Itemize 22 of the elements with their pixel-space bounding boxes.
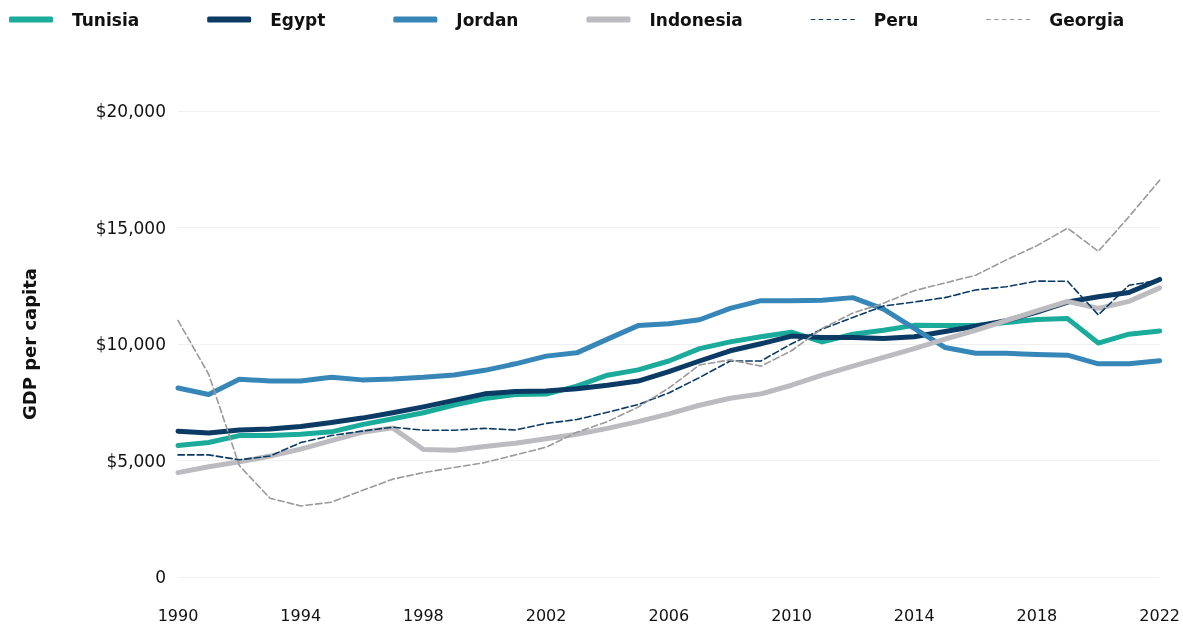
x-tick-label: 1998 bbox=[403, 605, 444, 625]
y-tick-label: $20,000 bbox=[95, 101, 166, 121]
x-tick-label: 2006 bbox=[648, 605, 690, 625]
legend-label: Georgia bbox=[1049, 9, 1125, 30]
line-series bbox=[177, 179, 1161, 507]
legend-label: Tunisia bbox=[72, 9, 140, 30]
x-tick-label: 1994 bbox=[280, 605, 322, 625]
legend-label: Jordan bbox=[455, 9, 519, 30]
x-tick-label: 2010 bbox=[771, 605, 812, 625]
x-tick-label: 2018 bbox=[1016, 605, 1058, 625]
legend-label: Egypt bbox=[270, 9, 326, 30]
x-tick-label: 2014 bbox=[893, 605, 935, 625]
x-tick-label: 2002 bbox=[525, 605, 567, 625]
y-tick-label: 0 bbox=[155, 567, 166, 587]
legend-label: Peru bbox=[873, 9, 919, 30]
y-tick-label: $5,000 bbox=[106, 450, 166, 471]
y-axis-title: GDP per capita bbox=[18, 267, 40, 421]
y-tick-label: $15,000 bbox=[95, 217, 166, 238]
legend-label: Indonesia bbox=[649, 9, 743, 30]
x-tick-label: 1990 bbox=[157, 605, 199, 625]
y-tick-label: $10,000 bbox=[95, 334, 166, 354]
x-tick-label: 2022 bbox=[1139, 605, 1180, 625]
